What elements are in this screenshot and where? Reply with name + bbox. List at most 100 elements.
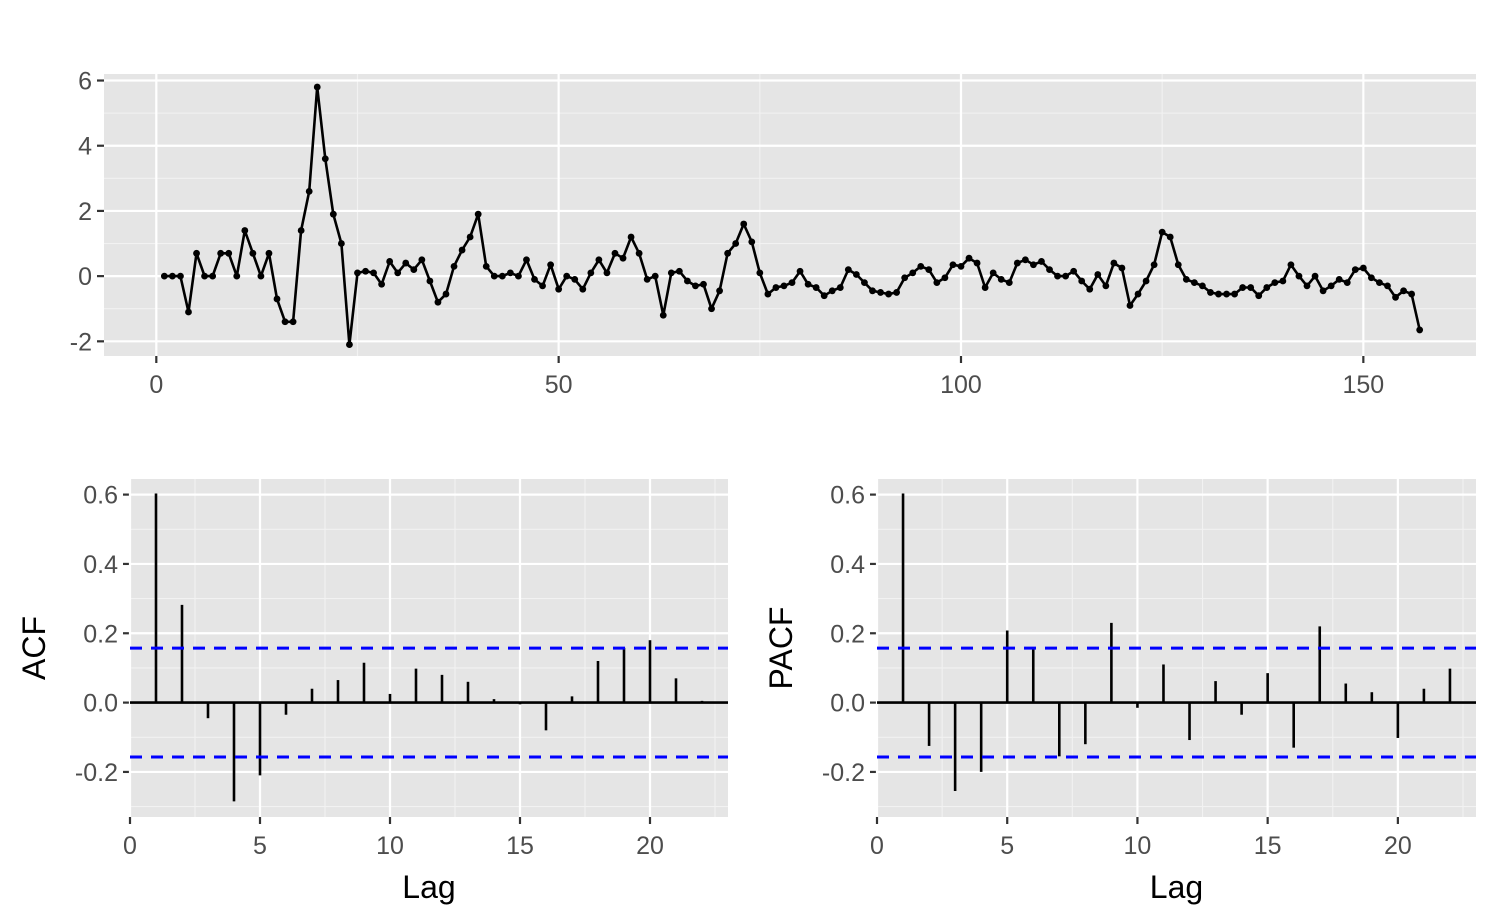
series-point — [337, 240, 345, 247]
y-tick-label: 0.2 — [830, 620, 865, 648]
x-tick-label: 0 — [149, 371, 163, 399]
series-point — [981, 284, 989, 291]
series-point — [362, 267, 369, 275]
series-point — [1094, 271, 1102, 278]
series-point — [595, 256, 603, 264]
series-point — [1367, 274, 1375, 282]
series-point — [965, 254, 973, 262]
series-point — [700, 280, 707, 288]
y-tick-label: 0.6 — [830, 482, 865, 510]
series-point — [619, 254, 627, 262]
series-point — [523, 256, 530, 264]
series-point — [305, 187, 313, 195]
series-point — [201, 272, 208, 280]
series-point — [474, 210, 482, 218]
series-point — [185, 308, 192, 316]
series-point — [973, 259, 981, 267]
series-point — [1255, 292, 1263, 300]
series-point — [1287, 261, 1295, 269]
x-tick-label: 5 — [253, 832, 267, 860]
series-point — [160, 272, 168, 280]
y-tick-label: 0 — [78, 263, 92, 291]
series-point — [812, 284, 820, 291]
series-point — [675, 267, 683, 275]
series-point — [740, 220, 748, 228]
series-point — [1239, 284, 1247, 291]
series-point — [587, 269, 595, 277]
series-point — [233, 272, 241, 280]
series-point — [289, 318, 297, 326]
series-point — [450, 262, 458, 270]
series-point — [297, 227, 305, 234]
series-point — [482, 262, 490, 270]
series-point — [828, 287, 836, 295]
series-point — [370, 269, 377, 277]
series-point — [844, 266, 852, 274]
series-point — [748, 238, 756, 246]
series-point — [1142, 277, 1150, 285]
series-point — [434, 298, 442, 306]
series-point — [579, 285, 587, 293]
series-point — [1400, 287, 1407, 295]
series-point — [603, 269, 611, 277]
x-axis-title: Lag — [402, 869, 455, 905]
series-point — [933, 279, 941, 287]
y-tick-label: 0.4 — [83, 551, 118, 579]
series-point — [708, 305, 715, 313]
series-point — [917, 262, 925, 270]
series-point — [1351, 266, 1359, 274]
series-point — [555, 285, 563, 293]
time-series-panel: -2 0 2 4 6 0 50 100 150 — [70, 68, 1476, 399]
x-tick-label: 10 — [376, 832, 404, 860]
series-point — [241, 227, 249, 234]
series-point — [386, 258, 394, 265]
series-point — [667, 269, 675, 277]
x-tick-label: 10 — [1124, 832, 1152, 860]
series-point — [1207, 289, 1214, 296]
series-point — [772, 284, 780, 291]
series-point — [836, 284, 844, 291]
series-point — [780, 282, 788, 290]
y-tick-label: 0.2 — [83, 620, 118, 648]
series-point — [1174, 261, 1182, 269]
series-point — [1054, 272, 1061, 280]
series-point — [1384, 282, 1391, 290]
series-point — [1392, 293, 1399, 301]
y-tick-label: 0.6 — [83, 482, 118, 510]
y-tick-label: -0.2 — [822, 759, 865, 787]
series-point — [490, 272, 498, 280]
series-point — [804, 280, 812, 288]
series-point — [949, 261, 957, 269]
series-point — [651, 272, 659, 280]
series-point — [1062, 272, 1070, 280]
y-axis-title: PACF — [763, 607, 799, 690]
series-point — [1070, 267, 1078, 275]
series-point — [426, 277, 434, 285]
series-point — [1303, 282, 1311, 290]
series-point — [1247, 284, 1255, 291]
y-tick-label: 0.4 — [830, 551, 865, 579]
series-point — [885, 290, 892, 298]
series-point — [820, 292, 828, 300]
series-point — [635, 249, 643, 257]
series-point — [1327, 282, 1335, 290]
y-tick-label: 2 — [78, 198, 92, 226]
series-point — [1279, 277, 1287, 285]
series-point — [1110, 259, 1118, 267]
series-point — [1295, 272, 1303, 280]
series-point — [1078, 277, 1086, 285]
series-point — [1416, 326, 1424, 334]
series-point — [732, 240, 740, 247]
y-tick-label: -2 — [70, 328, 92, 356]
y-tick-label: 4 — [78, 133, 92, 161]
x-tick-label: 150 — [1342, 371, 1384, 399]
series-point — [1013, 259, 1021, 267]
x-tick-label: 15 — [506, 832, 534, 860]
pacf-panel: -0.2 0.0 0.2 0.4 0.6 0 5 10 15 20 Lag PACF — [763, 479, 1476, 905]
series-point — [659, 311, 667, 319]
series-point — [756, 269, 764, 277]
series-point — [563, 272, 571, 280]
series-point — [1190, 279, 1198, 287]
series-point — [989, 269, 997, 277]
series-point — [265, 249, 273, 257]
